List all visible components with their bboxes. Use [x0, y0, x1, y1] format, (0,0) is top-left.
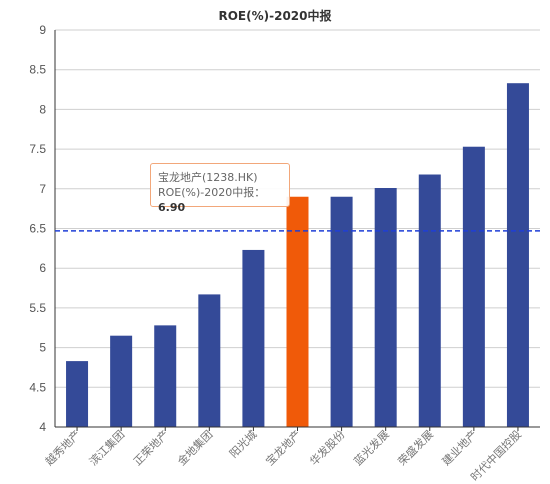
y-tick-label: 7.5 [29, 142, 46, 156]
bar-10 [462, 146, 485, 427]
x-category-label: 金地集团 [174, 427, 215, 468]
bar-8 [374, 188, 397, 427]
x-category-label: 荣盛发展 [395, 427, 436, 468]
x-category-label: 蓝光发展 [351, 427, 392, 468]
bar-11 [506, 83, 529, 427]
bar-2 [110, 335, 133, 427]
chart-title: ROE(%)-2020中报 [218, 9, 332, 23]
bar-3 [154, 325, 177, 427]
x-category-label: 宝龙地产 [263, 427, 304, 468]
tooltip-metric: ROE(%)-2020中报： 6.90 [158, 185, 289, 215]
bar-6 [286, 196, 309, 427]
y-tick-label: 5.5 [29, 301, 46, 315]
x-category-label: 滨江集团 [86, 427, 127, 468]
y-tick-label: 6 [39, 261, 46, 275]
y-tick-label: 6.5 [29, 222, 46, 236]
y-tick-label: 4 [39, 420, 46, 434]
y-tick-label: 5 [39, 341, 46, 355]
bar-tooltip: 宝龙地产(1238.HK) ROE(%)-2020中报： 6.90 [150, 163, 290, 214]
y-tick-label: 4.5 [29, 380, 46, 394]
bar-4 [198, 294, 221, 427]
y-tick-label: 7 [39, 182, 46, 196]
tooltip-company: 宝龙地产(1238.HK) [158, 171, 258, 184]
x-category-label: 正荣地产 [130, 427, 171, 468]
x-category-label: 阳光城 [226, 427, 259, 460]
y-tick-label: 9 [39, 23, 46, 37]
bar-7 [330, 196, 353, 427]
y-tick-label: 8.5 [29, 63, 46, 77]
x-category-label: 越秀地产 [42, 427, 83, 468]
tooltip-value: 6.90 [158, 201, 186, 214]
bar-9 [418, 174, 441, 427]
bars [66, 83, 529, 427]
bar-1 [66, 361, 89, 427]
bar-5 [242, 249, 265, 427]
axes [54, 30, 540, 431]
x-category-label: 华发股份 [307, 427, 348, 468]
axis-labels: 4 4.5 5 5.5 6 6.5 7 7.5 8 8.5 9 越秀地产 滨江集团 正荣地产 金地集团 阳光城… [29, 23, 524, 484]
x-category-label: 建业地产 [439, 427, 480, 468]
y-tick-label: 8 [39, 102, 46, 116]
tooltip-metric-label: ROE(%)-2020中报： [158, 186, 266, 199]
